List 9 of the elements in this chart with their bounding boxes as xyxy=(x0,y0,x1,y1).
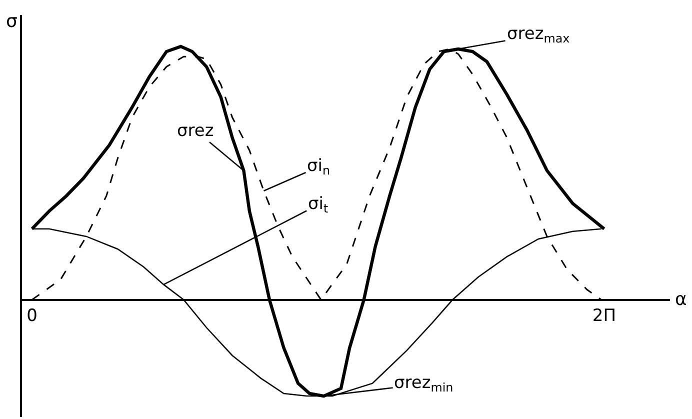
annotation: σrez$_{max}$ xyxy=(507,24,570,46)
annotation: σrez$_{min}$ xyxy=(394,373,454,395)
text: σi$_{t}$ xyxy=(308,194,328,216)
x-axis-title: α xyxy=(675,289,687,310)
text: σi$_{n}$ xyxy=(307,156,330,178)
x-tick-label: 0 xyxy=(26,306,38,326)
x-tick-label: 2Π xyxy=(592,306,616,326)
series-label: σrez xyxy=(177,121,214,141)
y-axis-title: σ xyxy=(6,11,18,32)
